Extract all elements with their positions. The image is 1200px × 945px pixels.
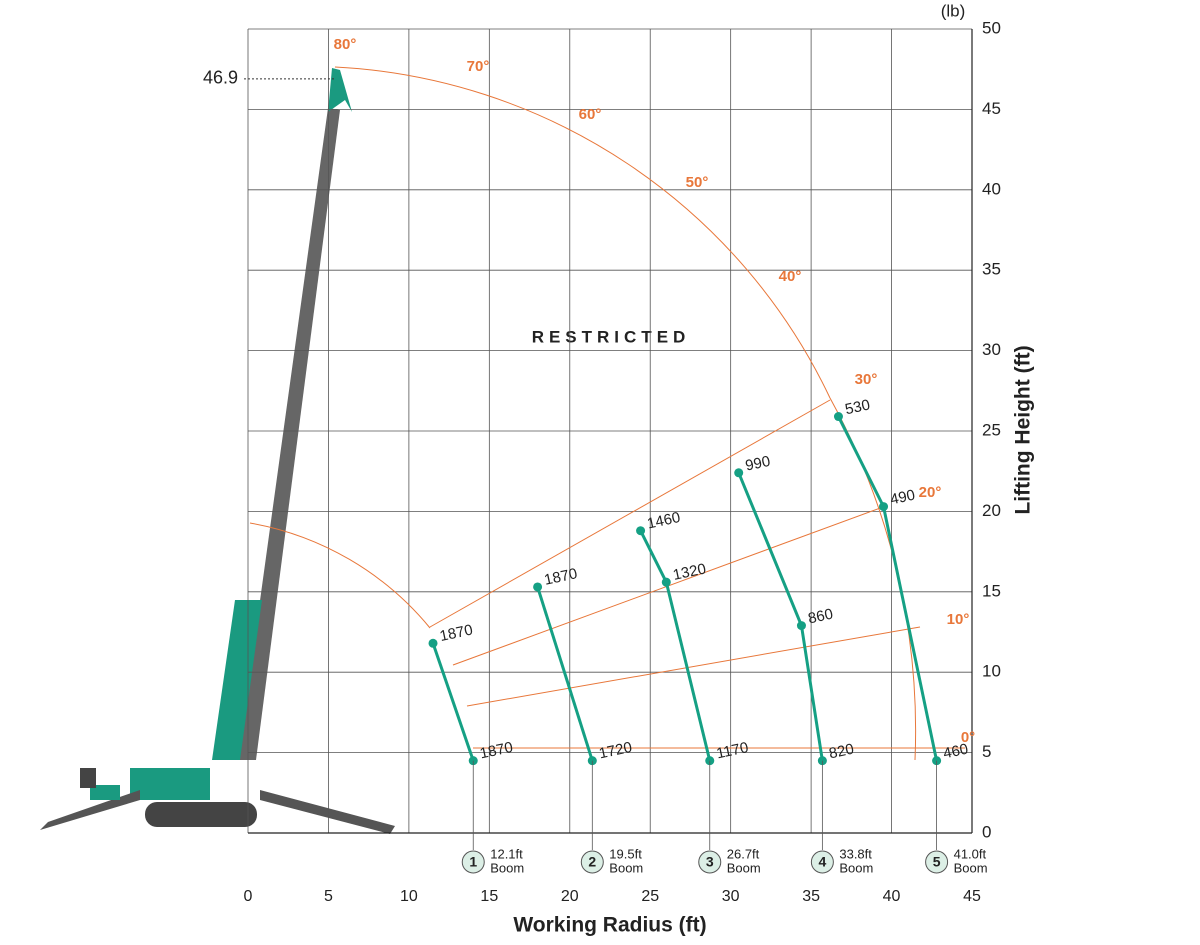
x-tick-label: 10 (400, 888, 418, 905)
boom-unit: Boom (727, 860, 761, 875)
load-label: 1170 (715, 739, 750, 762)
load-label: 490 (889, 487, 917, 509)
y-tick-label: 10 (982, 662, 1001, 681)
load-curve (431, 642, 475, 762)
load-label: 1870 (438, 621, 474, 645)
angle-label: 30° (855, 371, 878, 388)
load-point (661, 577, 671, 587)
x-tick-label: 20 (561, 888, 579, 905)
load-curve (536, 586, 594, 762)
body (130, 768, 210, 800)
load-label: 1720 (597, 739, 633, 763)
boom-badge (461, 850, 485, 874)
boom-name: 19.5ft (609, 846, 642, 861)
min-envelope (249, 522, 431, 629)
boom-number: 3 (706, 854, 714, 870)
boom-number: 2 (588, 854, 596, 870)
outrigger (260, 790, 395, 834)
seat (80, 768, 96, 788)
angle-label: 40° (779, 268, 802, 285)
load-point (879, 502, 889, 512)
load-point (428, 638, 438, 648)
load-point (636, 526, 646, 536)
boom-number: 5 (933, 854, 941, 870)
y-axis-title: Lifting Height (ft) (1012, 345, 1035, 514)
boom-name: 26.7ft (727, 846, 760, 861)
boom-base (212, 600, 262, 760)
load-label: 1320 (671, 560, 707, 584)
load-point (734, 468, 744, 478)
x-axis-title: Working Radius (ft) (513, 914, 706, 937)
unit-label: (lb) (941, 1, 966, 20)
y-tick-label: 0 (982, 822, 991, 841)
y-tick-label: 15 (982, 581, 1001, 600)
boom-name: 33.8ft (839, 846, 872, 861)
boom-unit: Boom (839, 860, 873, 875)
load-label: 860 (807, 606, 835, 628)
load-label: 1870 (478, 739, 514, 763)
y-tick-label: 25 (982, 420, 1001, 439)
boom-unit: Boom (609, 860, 643, 875)
load-point (533, 582, 543, 592)
track (145, 802, 257, 827)
boom-unit: Boom (490, 860, 524, 875)
load-label: 820 (827, 741, 855, 763)
boom-badge (580, 850, 604, 874)
y-tick-label: 35 (982, 260, 1001, 279)
y-tick-label: 20 (982, 501, 1001, 520)
y-tick-label: 30 (982, 340, 1001, 359)
x-tick-label: 5 (324, 888, 333, 905)
x-tick-label: 30 (722, 888, 740, 905)
x-tick-label: 15 (480, 888, 498, 905)
y-tick-label: 40 (982, 179, 1001, 198)
angle-label: 20° (919, 484, 942, 501)
x-tick-label: 0 (244, 888, 253, 905)
boom-name: 41.0ft (954, 846, 987, 861)
boom-tip (328, 68, 352, 112)
angle-label: 80° (334, 36, 357, 53)
boom-badge (925, 850, 949, 874)
x-tick-label: 45 (963, 888, 981, 905)
angle-label: 70° (467, 58, 490, 75)
outer-arc (829, 397, 917, 761)
load-label: 1870 (543, 565, 579, 589)
load-label: 460 (942, 741, 970, 763)
boom-name: 12.1ft (490, 846, 523, 861)
crane (40, 68, 395, 834)
load-point (833, 412, 843, 422)
x-tick-label: 35 (802, 888, 820, 905)
angle-line (429, 399, 831, 628)
boom-number: 1 (469, 854, 477, 870)
x-tick-label: 40 (883, 888, 901, 905)
angle-label: 60° (579, 106, 602, 123)
angle-label: 50° (686, 174, 709, 191)
load-label: 1460 (646, 509, 682, 533)
boom-unit: Boom (954, 860, 988, 875)
max-envelope (334, 66, 831, 399)
angle-label: 0° (961, 729, 975, 746)
outrigger (90, 785, 120, 800)
angle-label: 10° (947, 611, 970, 628)
boom (238, 108, 340, 760)
boom-number: 4 (818, 854, 826, 870)
boom-badge (810, 850, 834, 874)
y-tick-label: 5 (982, 742, 991, 761)
load-point (796, 621, 806, 631)
y-tick-label: 45 (982, 99, 1001, 118)
boom-badge (698, 850, 722, 874)
y-tick-label: 50 (982, 18, 1001, 37)
angle-line (466, 626, 921, 707)
load-curve (837, 415, 939, 761)
restricted-label: RESTRICTED (532, 327, 691, 346)
max-height-label: 46.9 (203, 68, 238, 88)
x-tick-label: 25 (641, 888, 659, 905)
load-label: 530 (844, 396, 872, 418)
load-label: 990 (744, 453, 772, 475)
